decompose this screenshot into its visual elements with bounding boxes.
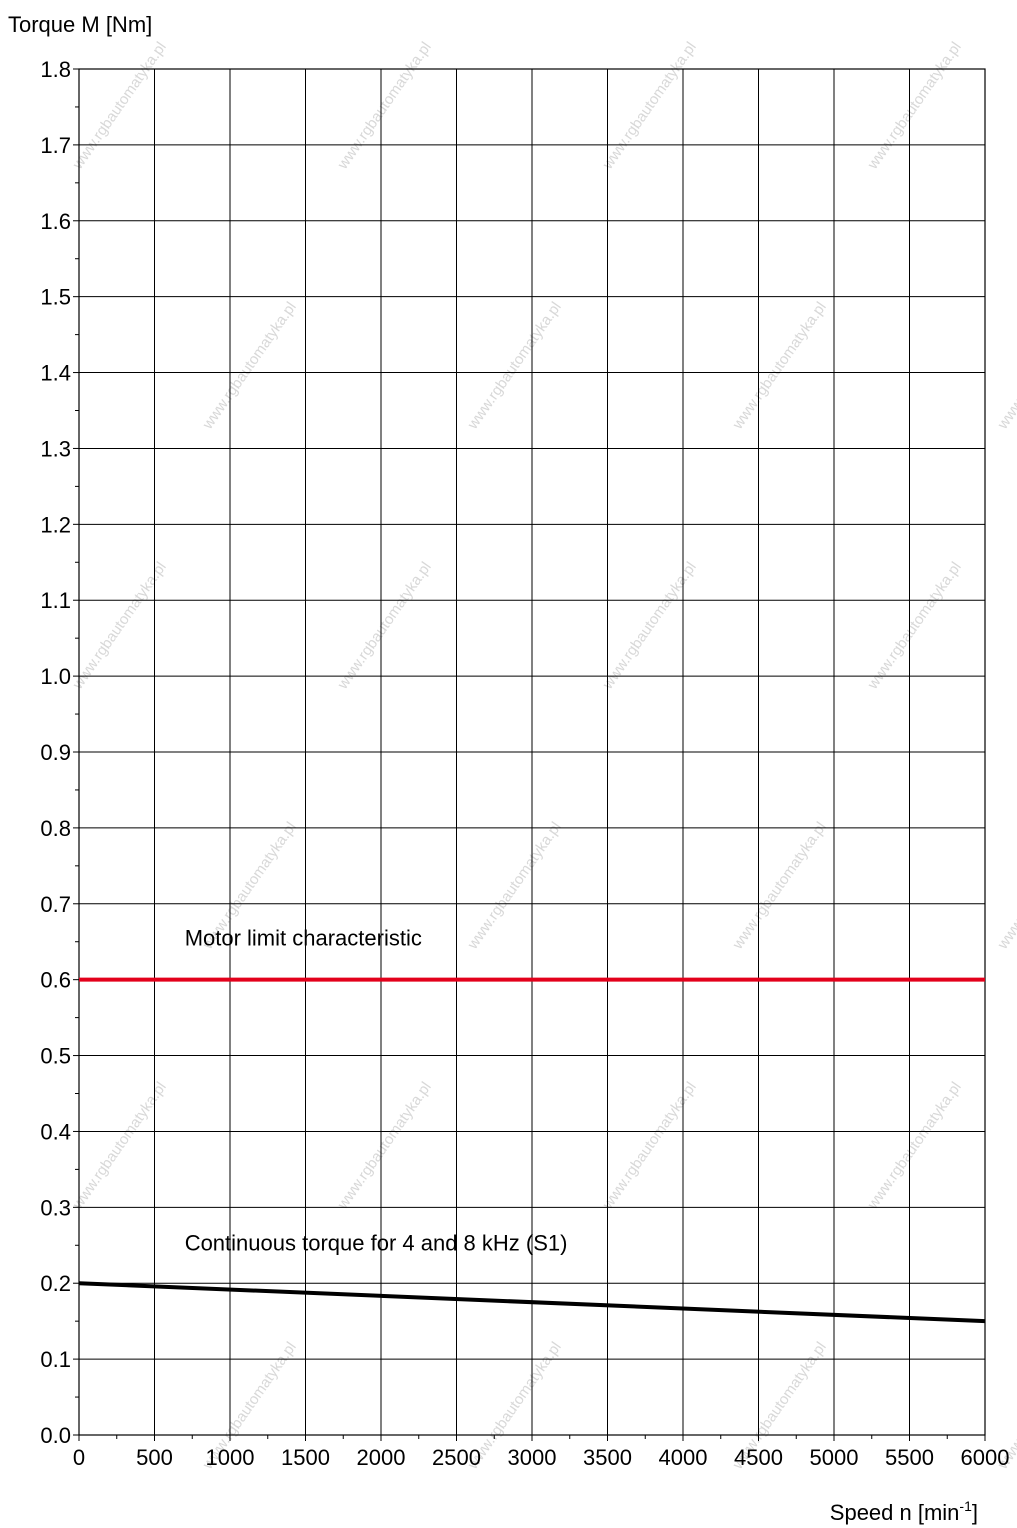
x-tick-label: 2000 [357, 1445, 406, 1470]
series-lines [78, 977, 986, 1324]
x-tick-label: 1500 [281, 1445, 330, 1470]
watermark-text: www.rgbautomatyka.pl [994, 819, 1017, 953]
y-tick-label: 0.5 [40, 1044, 71, 1069]
y-tick-label: 0.2 [40, 1271, 71, 1296]
y-tick-label: 1.3 [40, 436, 71, 461]
x-tick-label: 0 [73, 1445, 85, 1470]
watermark-text: www.rgbautomatyka.pl [464, 299, 565, 433]
y-tick-label: 0.6 [40, 968, 71, 993]
x-tick-label: 5500 [885, 1445, 934, 1470]
x-tick-label: 5000 [810, 1445, 859, 1470]
watermark-text: www.rgbautomatyka.pl [464, 819, 565, 953]
watermark-text: www.rgbautomatyka.pl [199, 299, 300, 433]
y-tick-label: 1.8 [40, 57, 71, 82]
x-tick-label: 3500 [583, 1445, 632, 1470]
x-axis-title-end: ] [972, 1500, 978, 1525]
y-tick-label: 1.7 [40, 133, 71, 158]
watermark-text: www.rgbautomatyka.pl [334, 1079, 435, 1213]
watermark-text: www.rgbautomatyka.pl [599, 559, 700, 693]
y-tick-label: 1.4 [40, 361, 71, 386]
x-tick-label: 500 [136, 1445, 173, 1470]
x-tick-label: 4500 [734, 1445, 783, 1470]
watermark-text: www.rgbautomatyka.pl [864, 559, 965, 693]
y-tick-label: 1.0 [40, 664, 71, 689]
watermark-text: www.rgbautomatyka.pl [729, 819, 830, 953]
y-tick-label: 0.0 [40, 1423, 71, 1448]
x-tick-label: 1000 [206, 1445, 255, 1470]
x-axis-title: Speed n [min-1] [830, 1498, 978, 1525]
watermark-text: www.rgbautomatyka.pl [334, 559, 435, 693]
y-tick-label: 0.7 [40, 892, 71, 917]
axis-labels: Torque M [Nm] Speed n [min-1] [8, 12, 978, 1525]
series-labels: Motor limit characteristic Continuous tor… [185, 926, 568, 1256]
watermark-text: www.rgbautomatyka.pl [994, 299, 1017, 433]
y-tick-label: 0.4 [40, 1119, 71, 1144]
y-tick-label: 1.6 [40, 209, 71, 234]
x-tick-label: 3000 [508, 1445, 557, 1470]
x-axis-title-main: Speed n [min [830, 1500, 960, 1525]
series-label-0: Motor limit characteristic [185, 926, 422, 951]
x-tick-label: 6000 [961, 1445, 1010, 1470]
watermark-text: www.rgbautomatyka.pl [599, 1079, 700, 1213]
y-tick-label: 0.1 [40, 1347, 71, 1372]
x-axis-title-sup: -1 [959, 1498, 972, 1514]
series-label-1: Continuous torque for 4 and 8 kHz (S1) [185, 1231, 568, 1256]
watermark-text: www.rgbautomatyka.pl [729, 299, 830, 433]
watermark-text: www.rgbautomatyka.pl [864, 39, 965, 173]
y-tick-label: 1.5 [40, 285, 71, 310]
y-tick-label: 1.2 [40, 512, 71, 537]
x-tick-label: 4000 [659, 1445, 708, 1470]
watermark-text: www.rgbautomatyka.pl [599, 39, 700, 173]
watermark-layer: www.rgbautomatyka.pl www.rgbautomatyka.pl… [69, 39, 1017, 1473]
y-tick-label: 0.3 [40, 1195, 71, 1220]
y-tick-label: 0.9 [40, 740, 71, 765]
y-axis-title: Torque M [Nm] [8, 12, 152, 37]
x-tick-label: 2500 [432, 1445, 481, 1470]
series-line-1 [78, 1281, 986, 1324]
axis-ticks: 0.0 0.1 0.2 0.3 0.4 0.5 0.6 0.7 0.8 0.9 1.0 1.1 1.2 1… [40, 57, 1009, 1470]
y-tick-label: 0.8 [40, 816, 71, 841]
y-tick-label: 1.1 [40, 588, 71, 613]
watermark-text: www.rgbautomatyka.pl [334, 39, 435, 173]
watermark-text: www.rgbautomatyka.pl [864, 1079, 965, 1213]
